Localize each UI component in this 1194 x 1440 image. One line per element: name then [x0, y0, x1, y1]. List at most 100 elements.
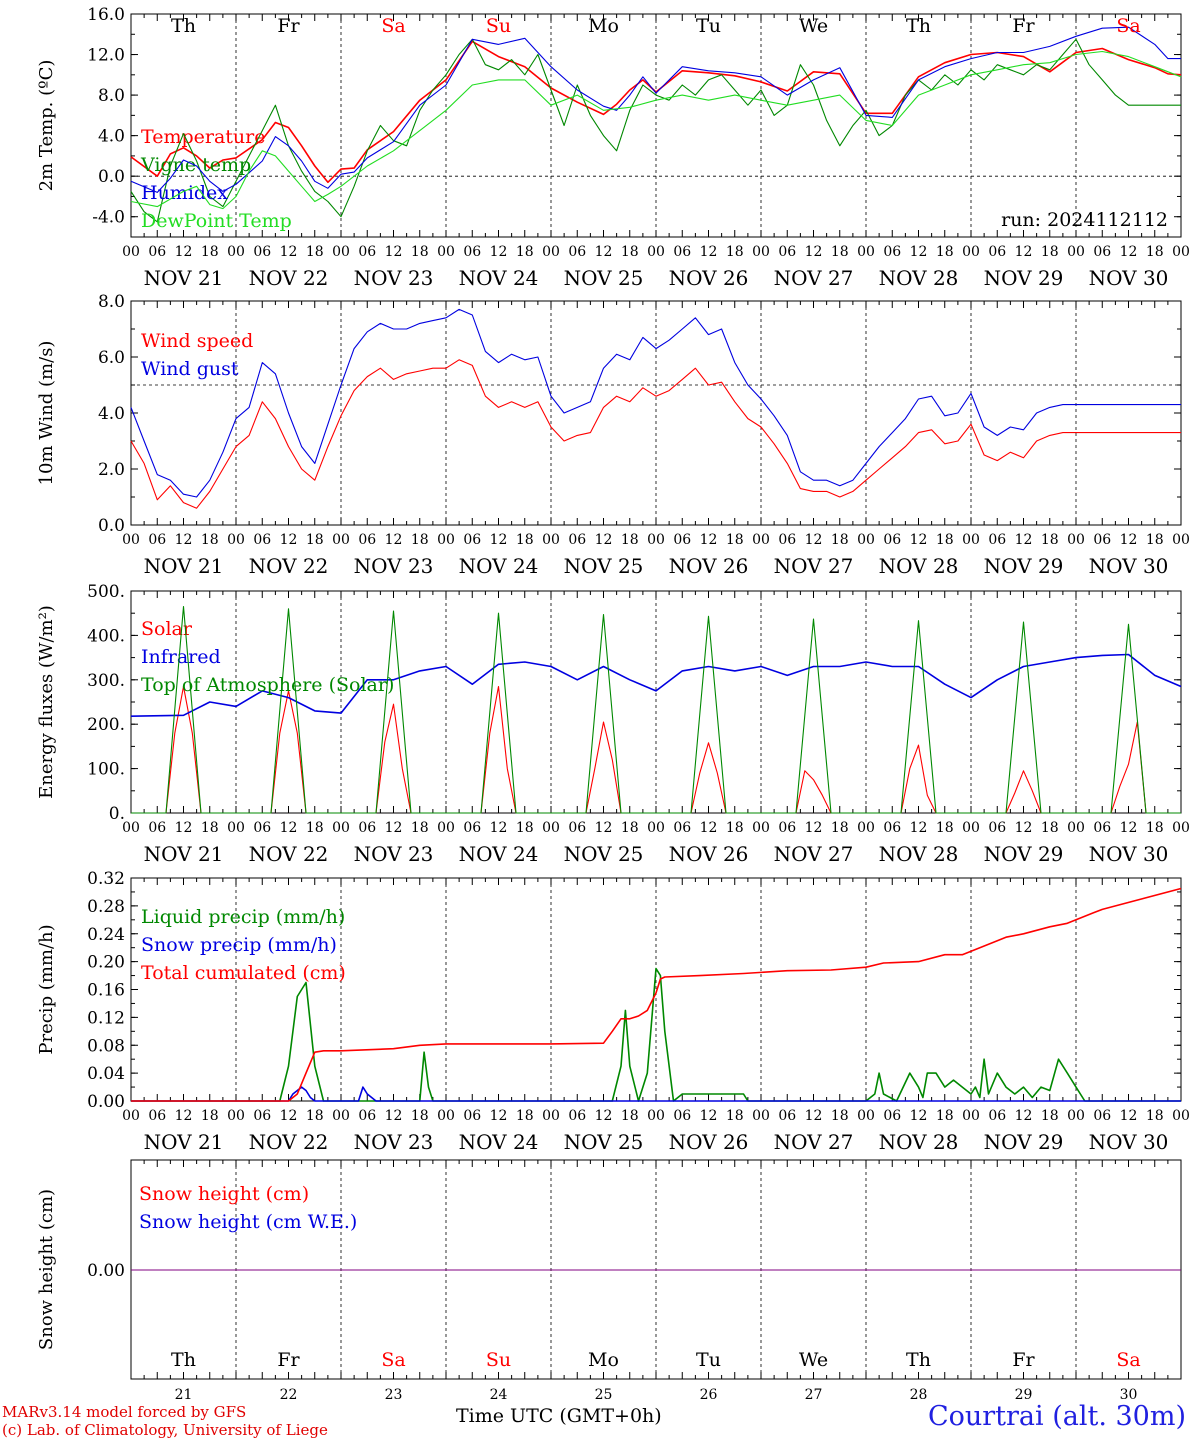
- date-label: NOV 27: [774, 842, 854, 866]
- temperature-y-tick-label: -4.0: [92, 208, 125, 228]
- hour-label: 00: [752, 244, 770, 260]
- date-label: NOV 29: [984, 842, 1064, 866]
- day-number-label: 29: [1015, 1387, 1033, 1403]
- hour-label: 06: [673, 244, 691, 260]
- day-number-label: 25: [595, 1387, 613, 1403]
- wind-y-tick-label: 4.0: [98, 404, 125, 424]
- snow-y-axis-label: Snow height (cm): [36, 1189, 57, 1350]
- energy-y-tick-label: 200.: [87, 715, 125, 735]
- credit-line-1: MARv3.14 model forced by GFS: [2, 1403, 247, 1421]
- hour-label: 12: [490, 532, 508, 548]
- day-number-label: 23: [385, 1387, 403, 1403]
- hour-label: 00: [1067, 820, 1085, 836]
- hour-label: 18: [201, 244, 219, 260]
- hour-label: 00: [1067, 1108, 1085, 1124]
- precip-y-tick-label: 0.28: [87, 897, 125, 917]
- hour-label: 12: [280, 820, 298, 836]
- hour-label: 12: [910, 1108, 928, 1124]
- hour-label: 12: [280, 1108, 298, 1124]
- hour-label: 18: [726, 820, 744, 836]
- hour-label: 00: [1172, 820, 1190, 836]
- date-label: NOV 24: [459, 554, 539, 578]
- weekday-label: We: [799, 15, 828, 37]
- day-number-label: 22: [280, 1387, 298, 1403]
- hour-label: 00: [857, 820, 875, 836]
- hour-label: 12: [805, 820, 823, 836]
- date-label: NOV 27: [774, 554, 854, 578]
- hour-label: 00: [227, 244, 245, 260]
- precip-y-tick-label: 0.16: [87, 981, 125, 1001]
- energy-y-axis-label: Energy fluxes (W/m²): [36, 605, 57, 799]
- date-label: NOV 24: [459, 1130, 539, 1154]
- hour-label: 00: [962, 820, 980, 836]
- hour-label: 06: [463, 532, 481, 548]
- day-number-label: 30: [1120, 1387, 1138, 1403]
- temperature-series-temperature: [130, 40, 1182, 184]
- hour-label: 18: [936, 820, 954, 836]
- weekday-label: Fr: [277, 1349, 300, 1371]
- weekday-label: Tu: [696, 1349, 721, 1371]
- weekday-label: Mo: [588, 15, 619, 37]
- hour-label: 00: [962, 244, 980, 260]
- hour-label: 00: [227, 532, 245, 548]
- hour-label: 06: [1093, 532, 1111, 548]
- run-annotation: run: 2024112112: [1001, 209, 1168, 231]
- date-label: NOV 26: [669, 266, 749, 290]
- hour-label: 06: [253, 244, 271, 260]
- energy-y-tick-label: 500.: [87, 582, 125, 602]
- hour-label: 00: [1067, 532, 1085, 548]
- snow-y-tick-label: 0.00: [87, 1261, 125, 1281]
- date-label: NOV 27: [774, 266, 854, 290]
- hour-label: 06: [673, 820, 691, 836]
- hour-label: 18: [1041, 1108, 1059, 1124]
- hour-label: 00: [227, 820, 245, 836]
- precip-y-tick-label: 0.24: [87, 925, 125, 945]
- hour-label: 06: [148, 820, 166, 836]
- energy-legend-entry: Solar: [141, 618, 193, 640]
- weekday-label: Th: [906, 1349, 931, 1371]
- hour-label: 00: [647, 1108, 665, 1124]
- date-label: NOV 22: [249, 554, 329, 578]
- temperature-y-tick-label: 0.0: [98, 167, 125, 187]
- wind-series-wind-speed: [130, 359, 1181, 509]
- hour-label: 00: [437, 820, 455, 836]
- hour-label: 12: [280, 244, 298, 260]
- hour-label: 06: [148, 244, 166, 260]
- hour-label: 12: [1120, 1108, 1138, 1124]
- hour-label: 12: [280, 532, 298, 548]
- hour-label: 00: [1172, 532, 1190, 548]
- hour-label: 06: [778, 1108, 796, 1124]
- hour-label: 00: [542, 1108, 560, 1124]
- hour-label: 18: [411, 244, 429, 260]
- temperature-frame: [130, 13, 1182, 238]
- hour-label: 00: [647, 532, 665, 548]
- hour-label: 18: [306, 532, 324, 548]
- hour-label: 12: [1015, 1108, 1033, 1124]
- hour-label: 06: [778, 532, 796, 548]
- date-label: NOV 30: [1089, 1130, 1169, 1154]
- hour-label: 06: [358, 532, 376, 548]
- hour-label: 12: [910, 244, 928, 260]
- hour-label: 00: [437, 1108, 455, 1124]
- hour-label: 06: [883, 820, 901, 836]
- hour-label: 00: [437, 244, 455, 260]
- hour-label: 18: [1041, 820, 1059, 836]
- hour-label: 18: [621, 1108, 639, 1124]
- precip-y-tick-label: 0.04: [87, 1064, 125, 1084]
- hour-label: 12: [385, 244, 403, 260]
- hour-label: 06: [778, 820, 796, 836]
- hour-label: 06: [988, 532, 1006, 548]
- hour-label: 00: [542, 244, 560, 260]
- date-label: NOV 29: [984, 1130, 1064, 1154]
- weekday-label: Sa: [1116, 1349, 1140, 1371]
- wind-y-tick-label: 0.0: [98, 516, 125, 536]
- date-label: NOV 30: [1089, 554, 1169, 578]
- snow-legend-entry: Snow height (cm W.E.): [139, 1211, 357, 1233]
- precip-y-tick-label: 0.08: [87, 1036, 125, 1056]
- wind-y-tick-label: 8.0: [98, 292, 125, 312]
- precip-y-tick-label: 0.32: [87, 869, 125, 889]
- hour-label: 12: [385, 532, 403, 548]
- energy-series-infrared: [130, 653, 1182, 717]
- weekday-label: Fr: [1012, 15, 1035, 37]
